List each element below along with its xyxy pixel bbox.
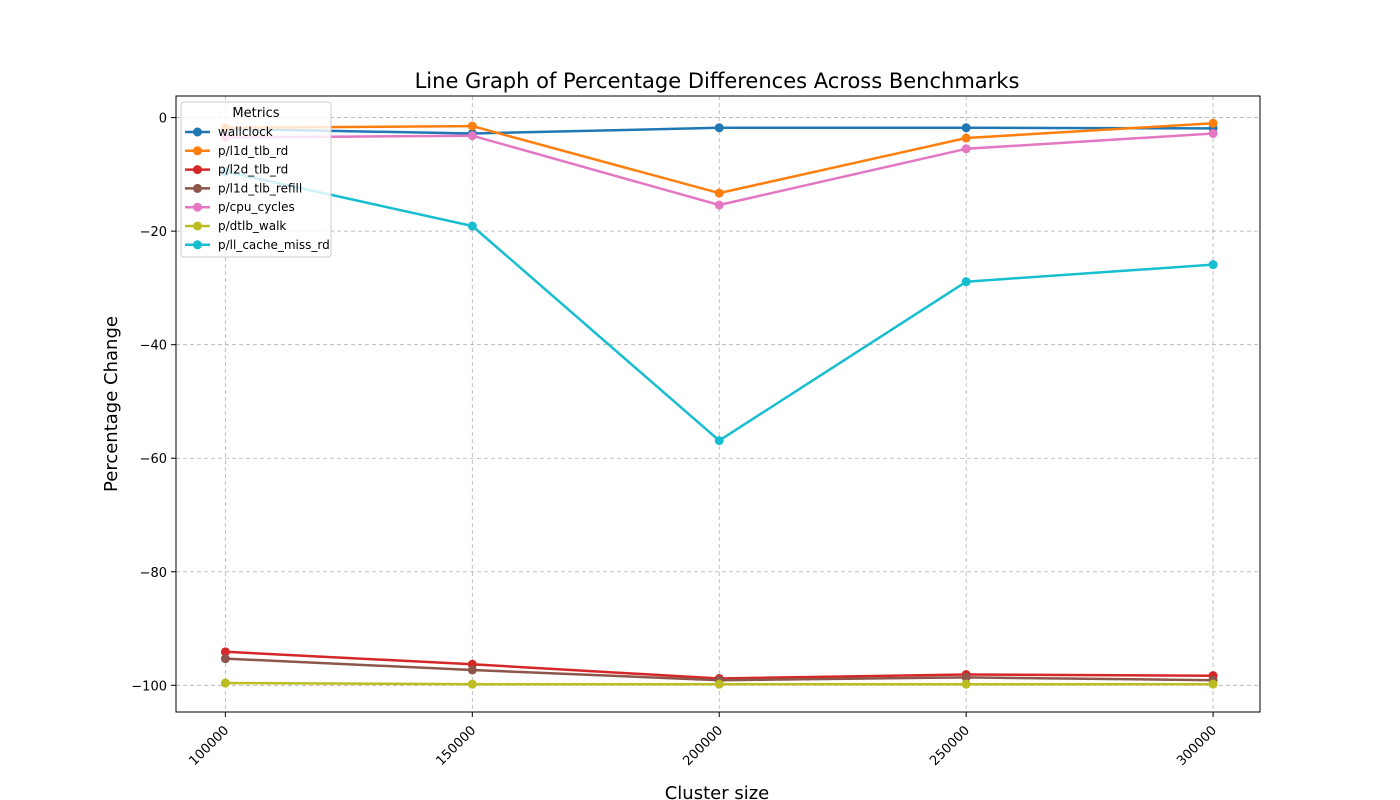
- data-point: [961, 133, 971, 143]
- legend-label: wallclock: [218, 125, 273, 139]
- data-point: [714, 188, 724, 198]
- series-p-l1d-tlb-rd: [220, 118, 1218, 198]
- legend-item: p/l1d_tlb_rd: [185, 144, 288, 158]
- y-tick-label: 0: [159, 112, 167, 127]
- legend-label: p/l2d_tlb_rd: [218, 163, 288, 177]
- data-point: [961, 672, 971, 682]
- data-point: [467, 221, 477, 231]
- x-tick-label: 100000: [187, 723, 233, 769]
- legend-item: p/ll_cache_miss_rd: [185, 238, 330, 252]
- data-point: [467, 121, 477, 131]
- series-lines: [220, 118, 1218, 689]
- data-point: [1208, 679, 1218, 689]
- data-point: [961, 679, 971, 689]
- y-tick-label: −100: [131, 679, 167, 694]
- legend-label: p/cpu_cycles: [218, 200, 295, 214]
- legend-swatch-marker: [193, 183, 202, 193]
- y-tick-label: −20: [140, 225, 167, 240]
- data-point: [961, 277, 971, 287]
- data-point: [961, 144, 971, 154]
- legend-label: p/ll_cache_miss_rd: [218, 238, 330, 252]
- legend-swatch-marker: [193, 165, 202, 175]
- legend-label: p/l1d_tlb_rd: [218, 144, 288, 158]
- chart-title: Line Graph of Percentage Differences Acr…: [415, 69, 1020, 93]
- x-tick-label: 250000: [927, 723, 973, 769]
- plot-area-frame: [175, 95, 1261, 713]
- y-tick-label: −60: [140, 452, 167, 467]
- legend-swatch-marker: [193, 221, 202, 231]
- data-point: [220, 654, 230, 664]
- legend-items: wallclock p/l1d_tlb_rd p/l2d_tlb_rd p/l1d_t…: [185, 125, 330, 252]
- data-point: [467, 679, 477, 689]
- legend-item: p/l2d_tlb_rd: [185, 163, 288, 177]
- data-point: [714, 679, 724, 689]
- data-point: [1208, 128, 1218, 138]
- y-tick-label: −40: [140, 339, 167, 354]
- legend-swatch-marker: [193, 127, 202, 137]
- legend: Metrics wallclock p/l1d_tlb_rd p/l2d_tlb_r…: [180, 101, 332, 258]
- series-p-cpu-cycles: [220, 128, 1218, 210]
- x-tick-label: 300000: [1174, 723, 1220, 769]
- y-tick-label: −80: [140, 566, 167, 581]
- legend-label: p/dtlb_walk: [218, 219, 286, 233]
- legend-swatch-marker: [193, 240, 202, 250]
- data-point: [467, 665, 477, 675]
- data-point: [714, 123, 724, 133]
- data-point: [714, 200, 724, 210]
- x-tick-label: 150000: [433, 723, 479, 769]
- data-point: [220, 647, 230, 657]
- x-tick-label: 200000: [680, 723, 726, 769]
- x-axis-title: Cluster size: [665, 783, 770, 800]
- legend-box: [180, 101, 332, 258]
- y-axis-title: Percentage Change: [101, 316, 122, 492]
- data-point: [714, 436, 724, 446]
- legend-item: wallclock: [185, 125, 273, 139]
- data-point: [467, 131, 477, 141]
- legend-title: Metrics: [232, 106, 279, 121]
- legend-label: p/l1d_tlb_refill: [218, 181, 302, 195]
- legend-item: p/cpu_cycles: [185, 200, 295, 214]
- legend-swatch-marker: [193, 146, 202, 156]
- series-p-dtlb-walk: [220, 678, 1218, 689]
- grid: [176, 96, 1260, 712]
- data-point: [1208, 260, 1218, 270]
- legend-item: p/l1d_tlb_refill: [185, 181, 302, 195]
- data-point: [961, 123, 971, 133]
- legend-item: p/dtlb_walk: [185, 219, 286, 233]
- legend-swatch-marker: [193, 202, 202, 212]
- data-point: [1208, 118, 1218, 128]
- data-point: [220, 678, 230, 688]
